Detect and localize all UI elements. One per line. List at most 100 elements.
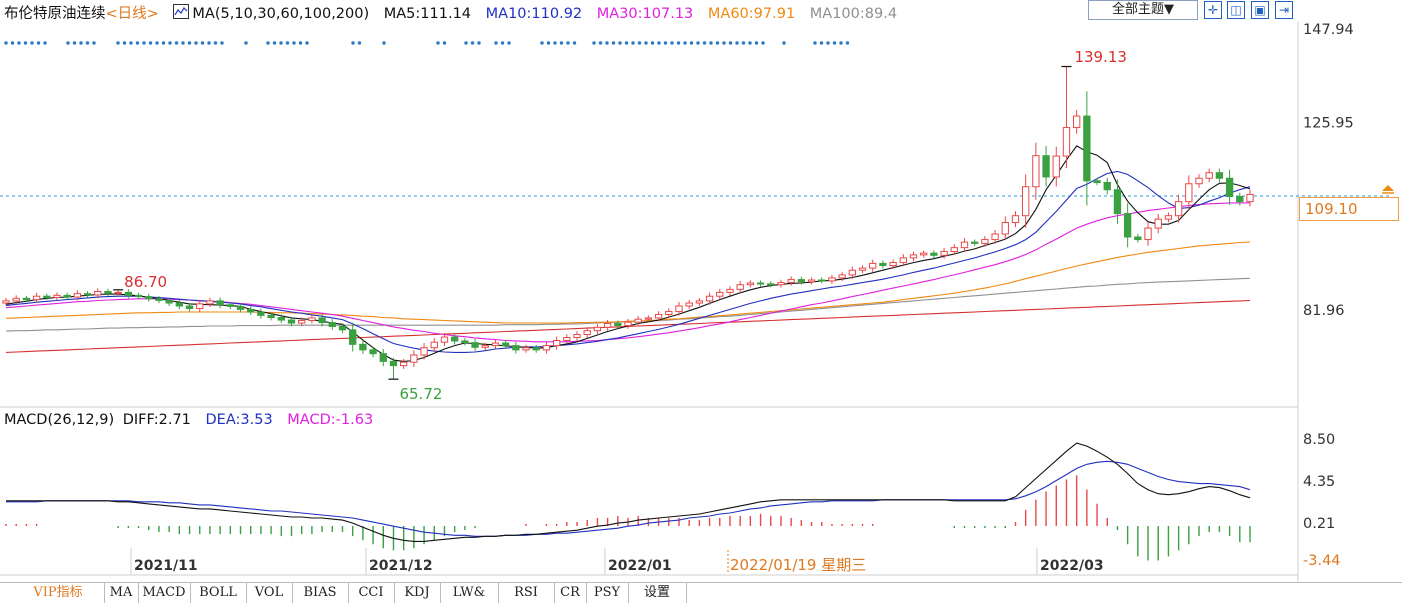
- candle-down[interactable]: [216, 300, 224, 306]
- candle-up[interactable]: [1246, 193, 1254, 203]
- candle-down[interactable]: [226, 304, 234, 307]
- indicator-tab[interactable]: BIAS: [292, 583, 349, 603]
- candle-up[interactable]: [114, 291, 122, 294]
- candle-down[interactable]: [756, 282, 765, 285]
- candle-up[interactable]: [940, 250, 948, 256]
- candle-up[interactable]: [1052, 155, 1060, 178]
- candle-down[interactable]: [267, 314, 275, 318]
- candle-up[interactable]: [858, 267, 867, 271]
- candle-up[interactable]: [32, 295, 41, 301]
- candle-up[interactable]: [593, 326, 602, 332]
- candle-down[interactable]: [369, 349, 377, 355]
- candle-down[interactable]: [501, 342, 510, 347]
- candle-up[interactable]: [624, 321, 632, 327]
- candle-up[interactable]: [634, 318, 642, 323]
- candle-up[interactable]: [726, 288, 734, 293]
- candle-down[interactable]: [512, 345, 520, 351]
- panel-toggle-icon[interactable]: ▣: [1251, 1, 1269, 19]
- candle-down[interactable]: [145, 296, 153, 300]
- candle-up[interactable]: [603, 322, 612, 328]
- candle-up[interactable]: [909, 254, 918, 259]
- candle-up[interactable]: [1022, 186, 1030, 217]
- candle-up[interactable]: [1164, 215, 1173, 220]
- candle-down[interactable]: [318, 317, 326, 324]
- candle-down[interactable]: [389, 360, 398, 367]
- candle-up[interactable]: [644, 317, 653, 320]
- candle-up[interactable]: [430, 341, 438, 349]
- candle-up[interactable]: [206, 300, 214, 305]
- candle-down[interactable]: [1215, 172, 1224, 179]
- candle-down[interactable]: [277, 316, 285, 321]
- candle-down[interactable]: [22, 297, 31, 301]
- candle-down[interactable]: [155, 298, 163, 301]
- chart-canvas[interactable]: 147.94 125.95 81.96 139.13 65.72 86.70 8.50 4.3…: [0, 0, 1402, 582]
- candle-up[interactable]: [869, 262, 877, 269]
- candle-down[interactable]: [328, 322, 336, 327]
- candle-up[interactable]: [1195, 177, 1203, 185]
- candle-up[interactable]: [1205, 172, 1213, 179]
- candle-down[interactable]: [1083, 115, 1091, 182]
- candle-up[interactable]: [410, 354, 418, 363]
- layout-split-icon[interactable]: ◫: [1227, 1, 1245, 19]
- candle-up[interactable]: [716, 291, 724, 297]
- candle-down[interactable]: [797, 279, 806, 283]
- candle-down[interactable]: [971, 241, 979, 244]
- candle-down[interactable]: [165, 299, 173, 304]
- candle-up[interactable]: [491, 342, 500, 347]
- candle-down[interactable]: [532, 347, 540, 351]
- candle-down[interactable]: [1042, 155, 1050, 178]
- candle-up[interactable]: [1185, 183, 1193, 203]
- candle-up[interactable]: [889, 262, 897, 267]
- candle-up[interactable]: [573, 334, 581, 339]
- indicator-tab[interactable]: KDJ: [394, 583, 441, 603]
- candle-down[interactable]: [379, 353, 387, 362]
- indicator-tab[interactable]: VOL: [246, 583, 293, 603]
- candle-up[interactable]: [736, 284, 744, 290]
- candle-down[interactable]: [359, 343, 367, 351]
- ma-chart-icon[interactable]: [173, 4, 190, 19]
- indicator-tab[interactable]: CR: [554, 583, 587, 603]
- indicator-tab[interactable]: 设置: [628, 583, 687, 603]
- candle-up[interactable]: [828, 277, 836, 282]
- candle-up[interactable]: [1062, 127, 1071, 157]
- indicator-tab[interactable]: PSY: [586, 583, 629, 603]
- candle-up[interactable]: [960, 241, 969, 249]
- expand-panel-icon[interactable]: ⇥: [1275, 1, 1293, 19]
- candle-down[interactable]: [1103, 181, 1111, 191]
- candle-up[interactable]: [308, 317, 316, 321]
- candle-up[interactable]: [298, 319, 306, 324]
- candle-down[interactable]: [236, 305, 245, 310]
- candle-down[interactable]: [879, 262, 887, 267]
- candle-up[interactable]: [420, 347, 428, 356]
- candle-down[interactable]: [104, 291, 112, 294]
- candle-down[interactable]: [1134, 236, 1142, 241]
- candle-up[interactable]: [1001, 222, 1009, 235]
- candle-up[interactable]: [981, 239, 989, 244]
- candle-down[interactable]: [1123, 213, 1132, 238]
- candle-up[interactable]: [675, 305, 683, 313]
- candle-up[interactable]: [542, 345, 551, 351]
- candle-down[interactable]: [767, 283, 775, 286]
- candle-down[interactable]: [43, 295, 51, 298]
- candle-down[interactable]: [1113, 189, 1122, 215]
- candle-up[interactable]: [787, 279, 795, 284]
- candle-down[interactable]: [63, 294, 71, 298]
- candle-up[interactable]: [2, 300, 10, 304]
- candle-up[interactable]: [685, 302, 693, 307]
- candle-up[interactable]: [807, 279, 816, 283]
- candle-up[interactable]: [481, 345, 489, 348]
- candle-down[interactable]: [338, 325, 347, 331]
- candle-up[interactable]: [522, 347, 530, 351]
- candle-up[interactable]: [1154, 218, 1162, 229]
- candle-up[interactable]: [777, 282, 785, 286]
- candle-up[interactable]: [991, 233, 999, 241]
- candle-down[interactable]: [185, 305, 194, 310]
- candle-up[interactable]: [94, 291, 102, 296]
- candle-up[interactable]: [1032, 155, 1040, 188]
- candle-up[interactable]: [654, 314, 663, 319]
- indicator-tab[interactable]: CCI: [348, 583, 395, 603]
- candle-up[interactable]: [1174, 201, 1183, 217]
- indicator-tab[interactable]: MACD: [138, 583, 191, 603]
- candle-up[interactable]: [899, 257, 907, 264]
- candle-down[interactable]: [1236, 196, 1244, 203]
